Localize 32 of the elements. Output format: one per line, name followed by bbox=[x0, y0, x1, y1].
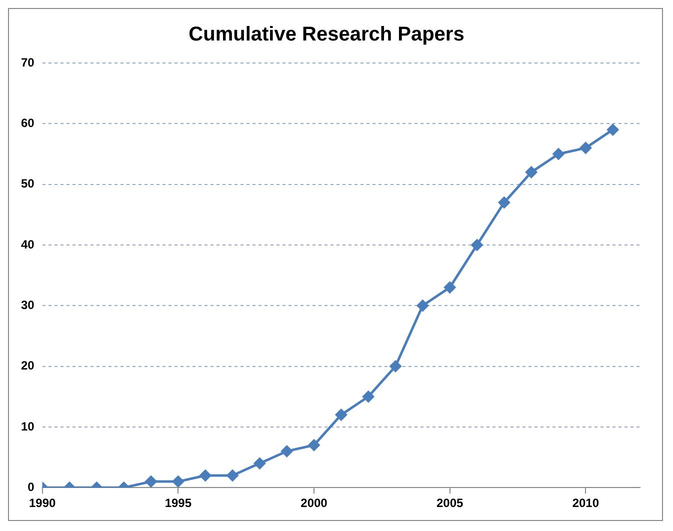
y-tick-label: 20 bbox=[20, 358, 35, 373]
point bbox=[145, 476, 157, 488]
point bbox=[254, 458, 266, 470]
y-tick-label: 10 bbox=[20, 419, 35, 434]
y-tick-label: 50 bbox=[20, 176, 35, 191]
point bbox=[580, 142, 592, 154]
chart-title: Cumulative Research Papers bbox=[188, 24, 464, 46]
x-tick-label: 1995 bbox=[164, 496, 192, 510]
point bbox=[362, 390, 374, 402]
point bbox=[226, 470, 238, 482]
point bbox=[444, 282, 456, 294]
point bbox=[281, 445, 293, 457]
x-tick-label: 2010 bbox=[572, 496, 600, 510]
x-tick-label: 2000 bbox=[300, 496, 328, 510]
x-tick-label: 2005 bbox=[436, 496, 464, 510]
y-tick-label: 30 bbox=[20, 298, 35, 312]
point bbox=[390, 360, 402, 372]
y-tick-label: 70 bbox=[20, 55, 35, 70]
y-tick-label: 60 bbox=[20, 116, 35, 130]
point bbox=[172, 476, 184, 488]
point bbox=[471, 239, 483, 251]
point bbox=[200, 470, 212, 482]
point bbox=[526, 166, 538, 178]
y-tick-label: 40 bbox=[20, 237, 35, 252]
point bbox=[335, 409, 347, 421]
point bbox=[416, 300, 428, 312]
point bbox=[498, 196, 510, 208]
x-tick-label: 1990 bbox=[28, 496, 56, 510]
point bbox=[607, 124, 619, 136]
point bbox=[308, 439, 320, 451]
y-tick-label: 0 bbox=[28, 480, 35, 494]
point bbox=[552, 148, 564, 160]
